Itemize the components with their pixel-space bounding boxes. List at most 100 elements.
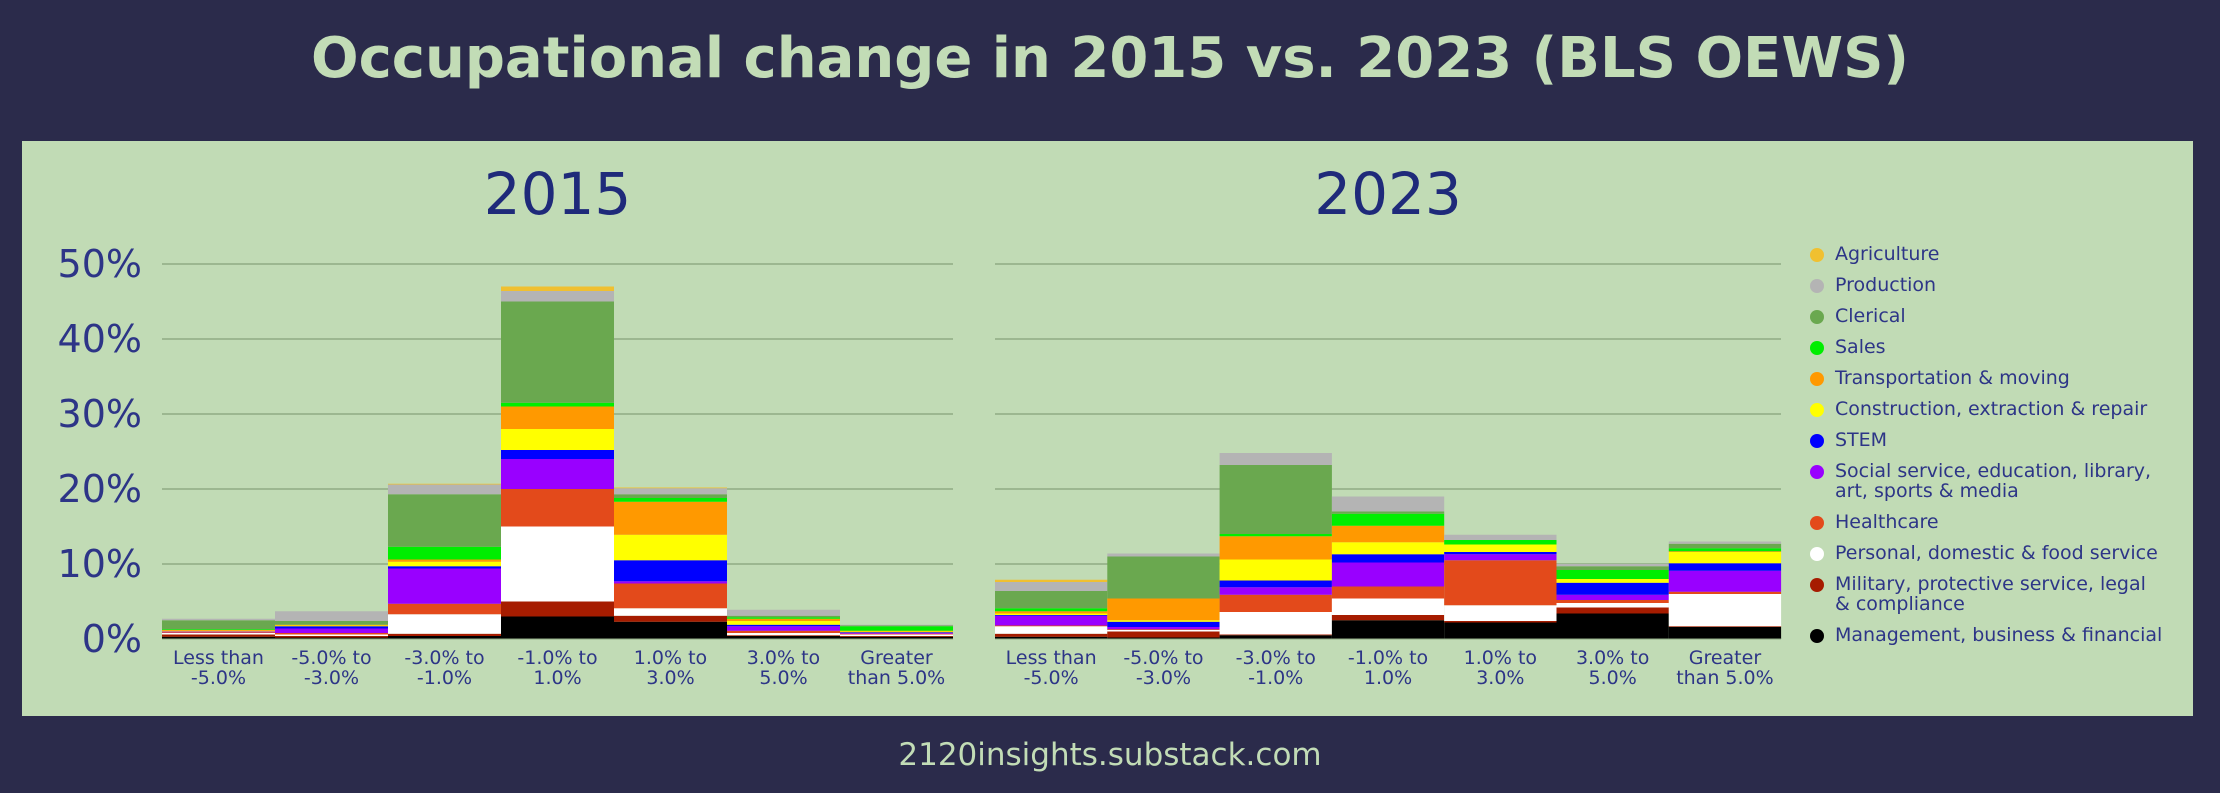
x-tick-label: 3.0% to [747, 647, 820, 669]
bar-segment [614, 560, 727, 582]
legend-item[interactable]: Production [1810, 275, 1936, 295]
x-tick-label: -3.0% to [1236, 647, 1316, 669]
bar-segment [1668, 551, 1782, 552]
legend-item[interactable]: Clerical [1810, 306, 1906, 326]
bar-segment [1107, 630, 1220, 632]
bar-segment [840, 636, 953, 637]
bar-segment [995, 615, 1108, 616]
bar-segment [162, 633, 275, 635]
bar-segment [275, 634, 388, 636]
legend-item[interactable]: STEM [1810, 430, 1887, 450]
bar-segment [727, 626, 840, 631]
panel-title: 2015 [484, 160, 632, 228]
bar-segment [388, 484, 501, 495]
bar-segment [727, 635, 840, 636]
x-tick-label: -3.0% [304, 667, 359, 689]
bar-segment [388, 614, 501, 634]
bar-segment [1444, 544, 1557, 552]
bar-segment [388, 561, 501, 567]
bar-segment [1556, 594, 1669, 600]
bar-segment [501, 291, 614, 302]
bar-segment [727, 618, 840, 621]
legend-item[interactable]: Agriculture [1810, 244, 1940, 264]
legend-swatch-icon [1810, 248, 1824, 262]
bar-segment [1331, 496, 1445, 512]
bar-segment [614, 581, 727, 584]
bar-segment [501, 301, 614, 403]
bar-segment [840, 633, 953, 634]
legend-label: Agriculture [1835, 243, 1940, 265]
legend-swatch-icon [1810, 516, 1824, 530]
x-tick-label: -5.0% [1024, 667, 1079, 689]
legend-item[interactable]: Military, protective service, legal & co… [1810, 574, 2146, 614]
bar-segment [614, 608, 727, 616]
y-tick-label: 10% [58, 542, 142, 586]
bar-segment [614, 501, 727, 535]
bar-segment [1331, 615, 1445, 621]
legend-swatch-icon [1810, 403, 1824, 417]
bar-segment [614, 498, 727, 502]
legend-label: Social service, education, library, art,… [1835, 460, 2152, 502]
x-tick-label: -1.0% [1248, 667, 1303, 689]
legend-item[interactable]: Sales [1810, 337, 1886, 357]
bar-segment [501, 402, 614, 407]
bar-segment [995, 608, 1108, 612]
bar-segment [388, 546, 501, 560]
x-tick-label: 3.0% [1476, 667, 1524, 689]
bar-segment [1556, 600, 1669, 603]
bar-segment [840, 624, 953, 626]
legend-swatch-icon [1810, 310, 1824, 324]
bar-segment [995, 633, 1108, 637]
bar-segment [995, 591, 1108, 609]
bar-segment [1107, 556, 1220, 599]
legend-swatch-icon [1810, 465, 1824, 479]
legend-swatch-icon [1810, 279, 1824, 293]
bar-segment [275, 611, 388, 621]
legend-item[interactable]: Transportation & moving [1810, 368, 2070, 388]
legend-label: STEM [1835, 429, 1888, 451]
legend-swatch-icon [1810, 372, 1824, 386]
bar-segment [1444, 622, 1557, 639]
bar-segment [501, 450, 614, 459]
legend-item[interactable]: Healthcare [1810, 512, 1939, 532]
bar-segment [275, 637, 388, 639]
bar-segment [1107, 629, 1220, 630]
bar-segment [501, 616, 614, 639]
bar-segment [614, 534, 727, 561]
bar-segment [388, 559, 501, 562]
bar-segment [275, 636, 388, 638]
bar-segment [162, 620, 275, 630]
bar-segment [840, 626, 953, 631]
legend-item[interactable]: Management, business & financial [1810, 625, 2162, 645]
bar-segment [275, 626, 388, 629]
bar-segment [995, 613, 1108, 615]
x-tick-label: 1.0% to [634, 647, 707, 669]
bar-segment [1331, 620, 1445, 639]
x-tick-label: -1.0% to [517, 647, 597, 669]
x-tick-label: -3.0% to [404, 647, 484, 669]
bar-segment [840, 625, 953, 627]
bar-segment [1219, 536, 1332, 560]
legend-swatch-icon [1810, 547, 1824, 561]
bar-segment [1219, 559, 1332, 581]
bar-segment [1668, 627, 1782, 639]
bar-segment [727, 636, 840, 639]
bar-segment [501, 526, 614, 602]
x-tick-label: than 5.0% [1676, 667, 1774, 689]
bar-segment [162, 632, 275, 633]
legend-item[interactable]: Social service, education, library, art,… [1810, 461, 2151, 501]
legend-item[interactable]: Construction, extraction & repair [1810, 399, 2147, 419]
legend-label: Personal, domestic & food service [1835, 542, 2158, 564]
bar-segment [1556, 603, 1669, 608]
bar-segment [275, 621, 388, 625]
bar-segment [162, 630, 275, 631]
bar-segment [1444, 560, 1557, 606]
x-tick-label: -1.0% to [1348, 647, 1428, 669]
bar-segment [1556, 566, 1669, 570]
bar-segment [1219, 634, 1332, 636]
x-tick-label: Less than [173, 647, 264, 669]
legend-item[interactable]: Personal, domestic & food service [1810, 543, 2158, 563]
bar-segment [1668, 594, 1782, 627]
bar-segment [840, 633, 953, 635]
